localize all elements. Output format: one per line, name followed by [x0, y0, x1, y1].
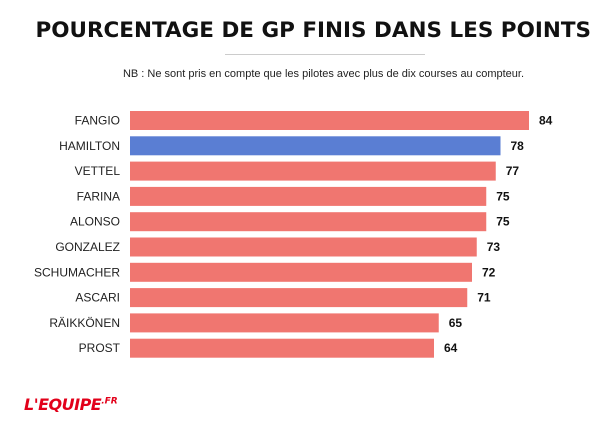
value-label-hamilton: 78 [511, 139, 525, 153]
title-divider [225, 54, 425, 55]
category-label-prost: PROST [79, 341, 121, 355]
category-label-gonzalez: GONZALEZ [55, 240, 120, 254]
bar-hamilton [130, 136, 501, 156]
category-label-raikkonen: RÄIKKÖNEN [49, 316, 120, 330]
category-label-hamilton: HAMILTON [59, 139, 120, 153]
category-label-fangio: FANGIO [75, 114, 120, 128]
value-label-farina: 75 [496, 189, 510, 203]
logo-text: L'EQUIPE [24, 395, 102, 414]
chart-title: POURCENTAGE DE GP FINIS DANS LES POINTS [35, 18, 591, 43]
value-label-prost: 64 [444, 341, 458, 355]
bar-fangio [130, 111, 529, 130]
value-label-alonso: 75 [496, 215, 510, 229]
value-label-vettel: 77 [506, 164, 520, 178]
value-label-ascari: 71 [477, 291, 491, 305]
bar-ascari [130, 288, 468, 308]
bar-gonzalez [130, 237, 477, 257]
lequipe-logo: L'EQUIPE.FR [24, 395, 118, 414]
logo-suffix: .FR [101, 396, 118, 407]
category-label-vettel: VETTEL [75, 164, 121, 178]
chart-subtitle: NB : Ne sont pris en compte que les pilo… [122, 68, 525, 80]
value-label-fangio: 84 [539, 114, 553, 128]
bar-schumacher [130, 262, 472, 282]
category-label-schumacher: SCHUMACHER [34, 265, 120, 279]
value-label-schumacher: 72 [482, 265, 496, 279]
bar-farina [130, 186, 487, 206]
category-label-farina: FARINA [77, 189, 120, 203]
value-label-gonzalez: 73 [487, 240, 501, 254]
category-label-ascari: ASCARI [75, 291, 120, 305]
category-label-alonso: ALONSO [70, 215, 120, 229]
bar-vettel [130, 161, 496, 181]
bar-alonso [130, 212, 487, 232]
value-label-raikkonen: 65 [449, 316, 463, 330]
bar-prost [130, 338, 434, 358]
bar-raikkonen [130, 313, 439, 333]
